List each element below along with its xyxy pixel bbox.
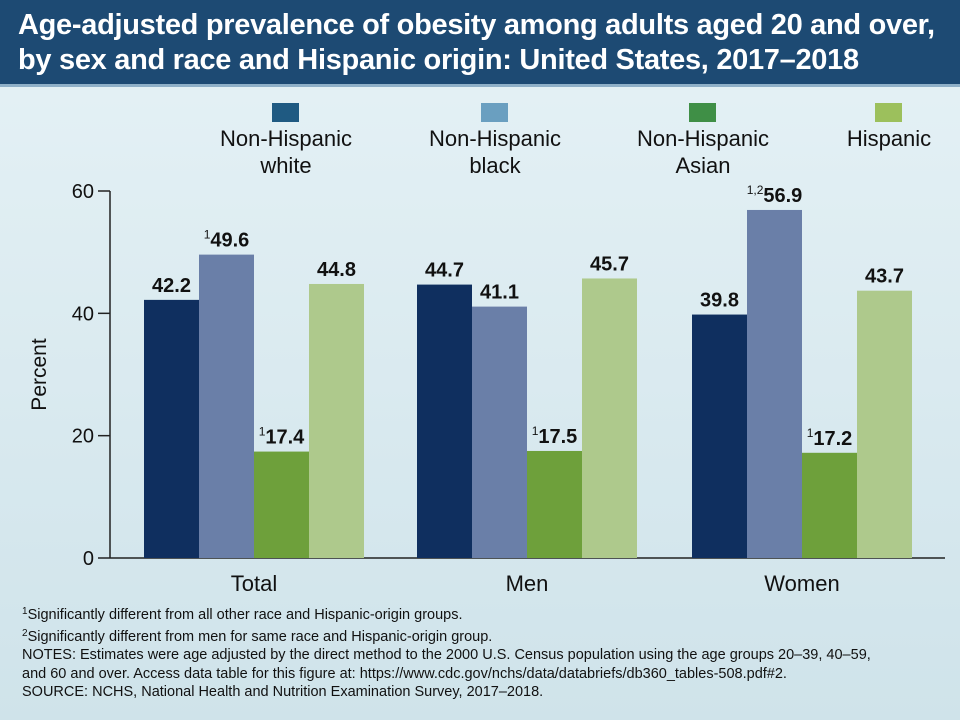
data-label: 42.2 [152,275,191,297]
data-label: 117.2 [807,426,853,450]
title-banner: Age-adjusted prevalence of obesity among… [0,0,960,87]
footnote: 2Significantly different from men for sa… [22,625,942,647]
legend-label-line: Non-Hispanic [428,126,562,151]
bar [309,283,364,558]
x-category-label: Total [231,571,277,596]
footnotes: 1Significantly different from all other … [22,603,942,702]
data-label-value: 17.4 [265,427,305,449]
legend-swatch [689,103,716,122]
legend-label-line: black [469,153,521,178]
y-tick-label: 20 [72,426,94,448]
legend-label: Non-Hispanic white [201,125,371,179]
y-tick-label: 0 [83,548,94,570]
bar [144,299,199,558]
data-label-superscript: 1 [532,424,539,438]
x-category-label: Women [764,571,839,596]
y-axis-label: Percent [28,338,51,411]
legend-label: Non-Hispanic Asian [618,125,788,179]
bar [527,450,582,558]
data-label-superscript: 1 [259,425,266,439]
data-label-superscript: 1 [807,426,814,440]
data-label: 117.5 [532,424,578,448]
data-label: 117.4 [259,425,305,449]
bar [857,290,912,558]
data-label: 41.1 [480,282,519,304]
data-label: 45.7 [590,253,629,275]
footnote-text: Significantly different from all other r… [27,607,463,623]
bar [747,209,802,558]
bar [692,314,747,558]
footnote-text: SOURCE: NCHS, National Health and Nutrit… [22,684,544,700]
data-label-superscript: 1,2 [747,183,764,197]
data-label: 43.7 [865,266,904,288]
data-label: 44.8 [317,259,356,281]
bar [254,451,309,558]
bar [417,284,472,558]
data-label-value: 56.9 [763,185,802,207]
chart-title-line-2: by sex and race and Hispanic origin: Uni… [18,44,859,76]
data-label-value: 17.5 [538,426,577,448]
chart-title: Age-adjusted prevalence of obesity among… [18,8,948,78]
bar [582,278,637,558]
data-label: 39.8 [700,290,739,312]
y-tick-label: 40 [72,303,94,325]
data-label: 44.7 [425,260,464,282]
bar [472,306,527,558]
footnote-marker: 2 [22,627,28,639]
legend-label-line: Hispanic [846,126,932,151]
data-label-value: 17.2 [813,428,852,450]
x-category-label: Men [506,571,549,596]
footnote: SOURCE: NCHS, National Health and Nutrit… [22,683,942,702]
legend-swatch [481,103,508,122]
legend-label: Hispanic [804,125,960,152]
legend-swatch [875,103,902,122]
footnote-text: NOTES: Estimates were age adjusted by th… [22,647,871,663]
chart-title-line-1: Age-adjusted prevalence of obesity among… [18,9,935,41]
footnote: NOTES: Estimates were age adjusted by th… [22,646,942,665]
data-label: 1,256.9 [747,183,803,207]
y-tick-label: 60 [72,181,94,203]
data-label-value: 49.6 [210,230,249,252]
legend-label-line: Non-Hispanic [636,126,770,151]
legend-label-line: Non-Hispanic [219,126,353,151]
legend-label: Non-Hispanic black [410,125,580,179]
footnote: and 60 and over. Access data table for t… [22,665,942,684]
legend-swatch [272,103,299,122]
footnote-text: Significantly different from men for sam… [27,628,493,645]
footnote-text: and 60 and over. Access data table for t… [22,665,787,682]
bar [199,254,254,558]
legend-label-line: white [260,153,312,178]
legend-label-line: Asian [675,153,731,178]
bar [802,452,857,558]
data-label-superscript: 1 [204,228,211,242]
footnote-marker: 1 [22,606,28,617]
data-label: 149.6 [204,228,250,252]
footnote: 1Significantly different from all other … [22,603,942,625]
